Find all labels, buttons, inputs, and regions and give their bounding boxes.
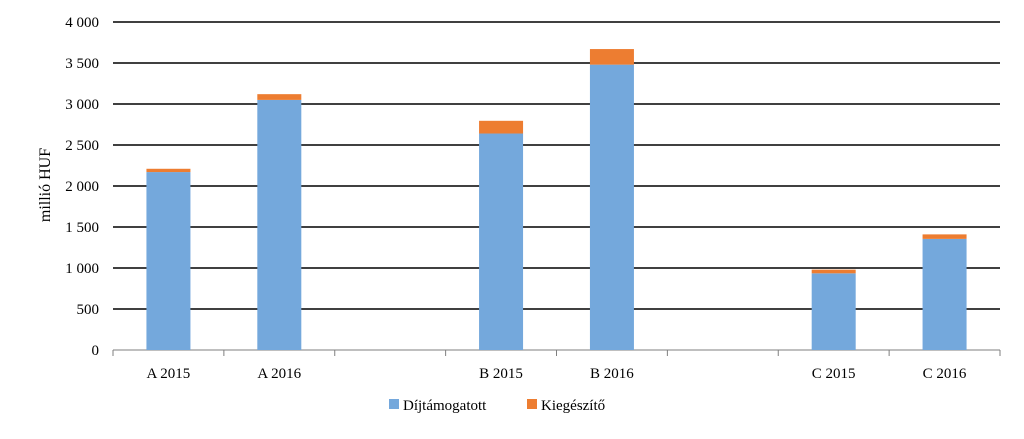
y-tick-label: 1 000 — [65, 261, 99, 277]
x-tick-label: B 2016 — [590, 366, 634, 382]
legend: Díjtámogatott Kiegészítő — [389, 398, 605, 414]
legend-label: Kiegészítő — [541, 398, 605, 414]
bars — [146, 49, 967, 351]
bar-kiegeszito — [922, 234, 967, 239]
bar-kiegeszito — [479, 120, 524, 134]
legend-label: Díjtámogatott — [403, 398, 487, 414]
x-tick-label: A 2015 — [147, 366, 191, 382]
bar-kiegeszito — [589, 49, 634, 65]
y-axis-ticks: 0 500 1 000 1 500 2 000 2 500 3 000 3 500 4 000 — [65, 15, 99, 359]
y-tick-label: 500 — [77, 302, 100, 318]
x-tick-label: B 2015 — [479, 366, 523, 382]
y-tick-label: 3 000 — [65, 97, 99, 113]
bar-dijtamogatott — [146, 172, 191, 350]
gridlines — [113, 21, 1000, 351]
bar-kiegeszito — [811, 269, 856, 274]
legend-swatch — [389, 399, 399, 409]
bar-dijtamogatott — [589, 64, 634, 350]
x-tick-label: C 2016 — [923, 366, 967, 382]
y-tick-label: 0 — [92, 343, 100, 359]
legend-swatch — [527, 399, 537, 409]
bar-kiegeszito — [257, 94, 302, 100]
bar-dijtamogatott — [811, 273, 856, 350]
y-tick-label: 1 500 — [65, 220, 99, 236]
x-tick-label: C 2015 — [812, 366, 856, 382]
bar-kiegeszito — [146, 168, 191, 173]
bar-dijtamogatott — [257, 99, 302, 351]
bar-dijtamogatott — [922, 238, 967, 350]
y-tick-label: 4 000 — [65, 15, 99, 31]
x-tick-label: A 2016 — [257, 366, 301, 382]
y-tick-label: 2 500 — [65, 138, 99, 154]
bar-dijtamogatott — [479, 133, 524, 350]
x-axis-ticks: A 2015 A 2016 B 2015 B 2016 C 2015 C 2016 — [112, 350, 1001, 382]
y-tick-label: 2 000 — [65, 179, 99, 195]
y-axis-title: millió HUF — [37, 148, 54, 222]
y-tick-label: 3 500 — [65, 56, 99, 72]
